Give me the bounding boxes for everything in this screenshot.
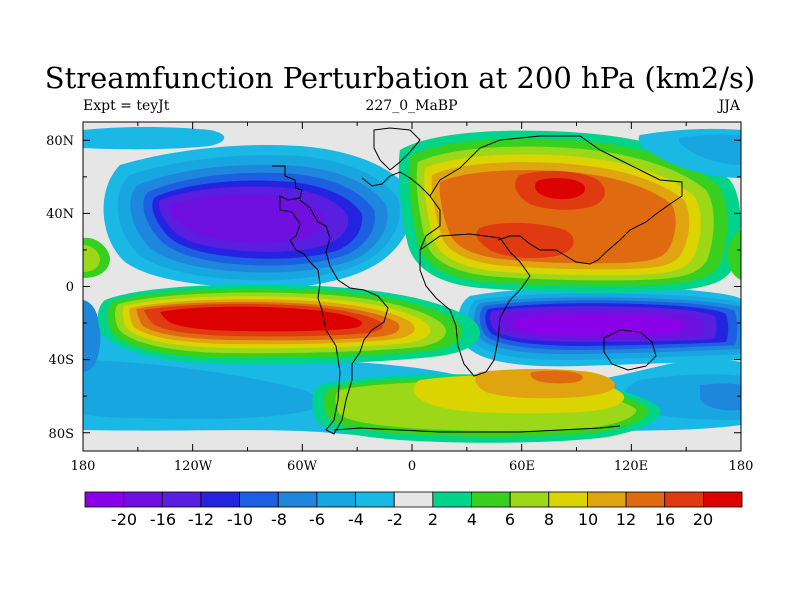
colorbar-swatch	[200, 491, 240, 508]
contour-north-blue-16	[168, 194, 324, 244]
contour-south-band-blue-mid	[83, 360, 320, 420]
ytick-label-40N: 40N	[46, 207, 74, 222]
colorbar-swatch	[84, 491, 125, 508]
ytick-label-40S: 40S	[49, 353, 74, 368]
colorbar-swatch	[625, 491, 666, 508]
xtick-label-60E: 60E	[509, 459, 535, 474]
xtick-label-180-left: 180	[71, 459, 96, 474]
colorbar-label: 12	[616, 510, 636, 529]
outline-eurasia	[419, 135, 683, 265]
contour-field	[83, 127, 741, 443]
colorbar-label: 16	[655, 510, 675, 529]
season-label: JJA	[718, 98, 740, 114]
contour-left-yellow	[83, 245, 100, 272]
outline-antarctica	[333, 425, 621, 433]
colorbar-label: -6	[309, 510, 325, 529]
colorbar-swatch	[123, 491, 163, 508]
colorbar-swatch	[432, 491, 472, 508]
xtick-label-120E: 120E	[614, 459, 648, 474]
outline-europe-detail	[361, 171, 431, 197]
colorbar-swatch	[471, 491, 511, 508]
colorbar-swatch	[548, 491, 588, 508]
contour-south-right-blue-inner	[700, 383, 741, 411]
contour-arctic-blue-left	[83, 127, 225, 150]
period-label: 227_0_MaBP	[365, 98, 458, 114]
colorbar-label: 2	[428, 510, 438, 529]
outline-australia	[603, 329, 657, 371]
colorbar-label: 4	[467, 510, 477, 529]
axis-ticks	[82, 122, 742, 451]
colorbar-swatch	[277, 491, 318, 508]
colorbar-swatch	[509, 491, 550, 508]
colorbar-swatch	[664, 491, 704, 508]
ytick-label-80N: 80N	[46, 134, 74, 149]
ytick-label-80S: 80S	[49, 427, 74, 442]
colorbar-label: -4	[348, 510, 364, 529]
colorbar-label: -8	[271, 510, 287, 529]
outline-africa	[419, 233, 531, 377]
outline-americas	[272, 165, 389, 435]
colorbar	[84, 491, 743, 508]
xtick-label-0: 0	[408, 459, 416, 474]
experiment-label: Expt = teyJt	[83, 98, 170, 114]
ytick-label-0: 0	[66, 280, 74, 295]
xtick-label-120W: 120W	[174, 459, 213, 474]
colorbar-label: -12	[188, 510, 214, 529]
colorbar-label: 6	[505, 510, 515, 529]
colorbar-swatch	[239, 491, 279, 508]
contour-right-green	[727, 230, 741, 280]
xtick-label-180-right: 180	[729, 459, 754, 474]
colorbar-swatch	[703, 491, 743, 508]
continent-outlines	[272, 127, 683, 435]
colorbar-swatch	[316, 491, 356, 508]
contour-north-red-20	[535, 177, 586, 200]
colorbar-label: 10	[578, 510, 598, 529]
colorbar-label: -16	[150, 510, 176, 529]
plot-title: Streamfunction Perturbation at 200 hPa (…	[44, 61, 756, 95]
colorbar-label: -2	[387, 510, 403, 529]
colorbar-swatch	[587, 491, 627, 508]
colorbar-swatch	[161, 491, 202, 508]
contour-sh-warm-12	[530, 370, 583, 384]
outline-greenland	[373, 127, 421, 171]
colorbar-label: 20	[693, 510, 713, 529]
colorbar-swatch	[393, 491, 434, 508]
contour-south-right-blue-20	[513, 314, 684, 335]
colorbar-labels: -20 -16 -12 -10 -8 -6 -4 -2 2 4 6 8 10 1…	[111, 510, 713, 529]
colorbar-label: -20	[111, 510, 137, 529]
xtick-label-60W: 60W	[287, 459, 318, 474]
contour-left-edge-blue	[83, 300, 101, 372]
colorbar-label: 8	[544, 510, 554, 529]
contour-arctic-blue-right-inner	[678, 134, 741, 165]
colorbar-label: -10	[227, 510, 253, 529]
colorbar-swatch	[355, 491, 395, 508]
contour-south-red-20	[160, 306, 363, 332]
